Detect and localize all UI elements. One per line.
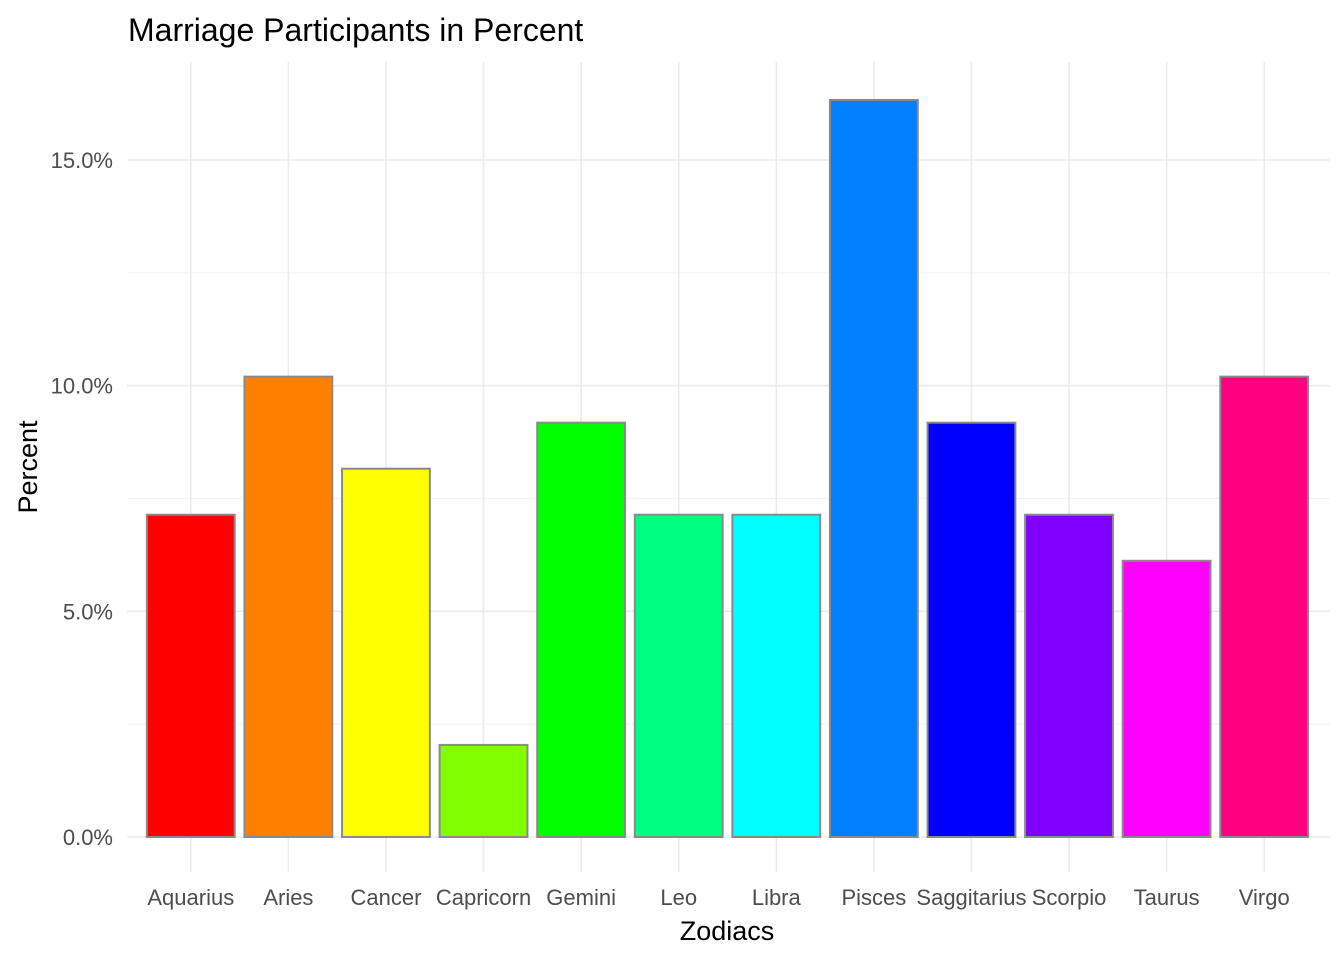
x-tick-label: Aries (263, 885, 313, 910)
bar-gemini (536, 421, 627, 838)
x-tick-label: Cancer (350, 885, 421, 910)
x-tick-label: Pisces (841, 885, 906, 910)
x-tick-label: Aquarius (147, 885, 234, 910)
x-tick-label: Gemini (546, 885, 616, 910)
y-tick-label: 0.0% (63, 825, 113, 850)
x-tick-label: Libra (752, 885, 802, 910)
bar-pisces (828, 98, 919, 839)
bar-leo (633, 513, 724, 838)
x-tick-label: Saggitarius (916, 885, 1026, 910)
y-tick-label: 10.0% (51, 374, 113, 399)
x-tick-label: Taurus (1134, 885, 1200, 910)
y-axis-title: Percent (13, 420, 43, 514)
bar-libra (731, 513, 822, 838)
bar-capricorn (438, 743, 529, 838)
bar-cancer (341, 467, 431, 838)
bar-saggitarius (926, 421, 1017, 838)
x-tick-label: Capricorn (436, 885, 531, 910)
bar-taurus (1121, 559, 1212, 838)
x-axis-title: Zodiacs (680, 916, 775, 946)
y-tick-label: 15.0% (51, 148, 113, 173)
bar-virgo (1219, 375, 1310, 838)
x-tick-label: Leo (660, 885, 697, 910)
x-tick-label: Virgo (1239, 885, 1290, 910)
y-tick-label: 5.0% (63, 599, 113, 624)
bar-aquarius (145, 513, 236, 838)
bars (145, 98, 1310, 839)
chart-title: Marriage Participants in Percent (128, 12, 583, 48)
tick-labels: 0.0% 5.0% 10.0% 15.0% Aquarius Aries Cancer Cap… (51, 148, 1290, 910)
bar-aries (243, 375, 334, 838)
x-tick-label: Scorpio (1032, 885, 1107, 910)
bar-scorpio (1024, 513, 1114, 838)
